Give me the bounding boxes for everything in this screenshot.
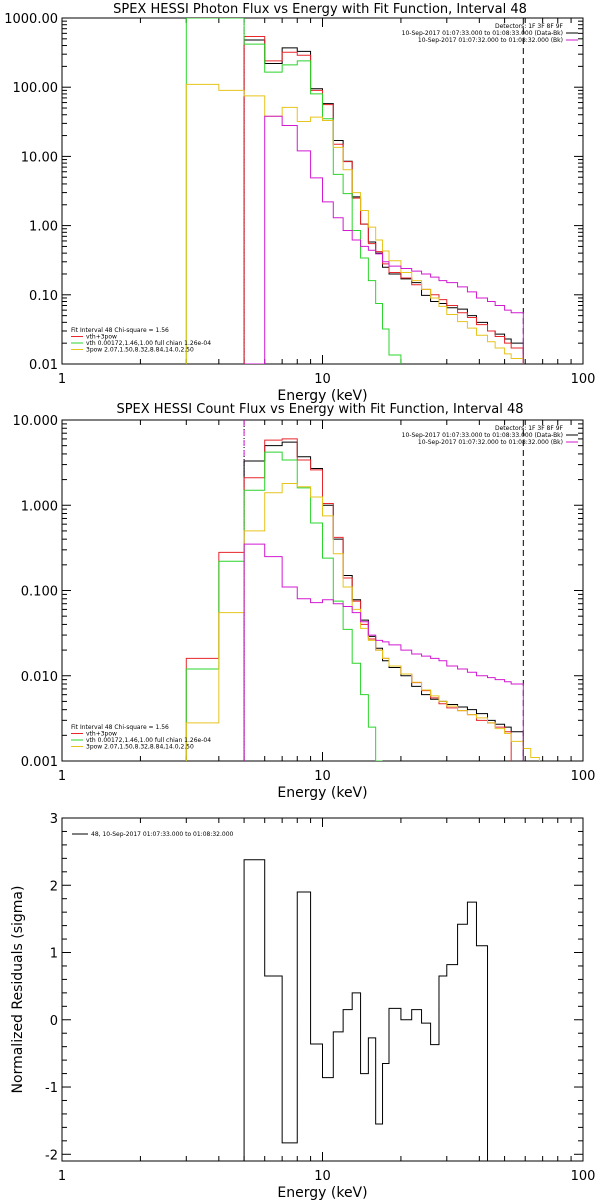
y-tick-label: 0.010 <box>21 670 58 685</box>
y-tick-label: 0.01 <box>29 358 58 373</box>
y-tick-label: 0.100 <box>21 585 58 600</box>
x-axis-label: Energy (keV) <box>277 1185 367 1200</box>
annotation-line: 10-Sep-2017 01:07:32.000 to 01:08:32.000… <box>418 37 563 44</box>
legend-entry: vth 0.00172,1.46,1.00 full chian 1.26e-0… <box>86 340 211 347</box>
annotation-header: Detectors: 1F 3F 8F 9F <box>495 23 564 30</box>
x-tick-labels: 1 10 100 <box>58 1169 596 1184</box>
detector-annotation: Detectors: 1F 3F 8F 9F 10-Sep-2017 01:07… <box>402 425 578 446</box>
series-line <box>243 441 524 761</box>
annotation-line: 10-Sep-2017 01:07:33.000 to 01:08:33.000… <box>402 432 563 439</box>
series-line <box>185 451 383 761</box>
x-tick-labels: 1 10 100 <box>58 372 596 387</box>
series-line <box>243 39 524 364</box>
y-tick-label: -1 <box>45 1081 58 1096</box>
legend: Fit Interval 48 Chi-square = 1.56 vth+3p… <box>71 327 211 354</box>
legend-header: Fit Interval 48 Chi-square = 1.56 <box>71 724 169 731</box>
y-tick-labels: 0.01 0.10 1.00 10.00 100.00 1000.00 <box>4 12 58 373</box>
series-line <box>185 438 512 761</box>
legend-entry: 3pow 2.07,1.50,8.32,8.84,14.0,2.50 <box>86 347 194 354</box>
series-line <box>185 18 402 364</box>
chart-title: SPEX HESSI Photon Flux vs Energy with Fi… <box>113 2 527 17</box>
series-line <box>244 115 524 364</box>
legend-entry: vth+3pow <box>86 334 117 341</box>
x-tick-label: 100 <box>571 769 596 784</box>
legend-entry: 48, 10-Sep-2017 01:07:33.000 to 01:08:32… <box>91 831 234 838</box>
y-tick-labels: 0.001 0.010 0.100 1.000 10.000 <box>13 414 59 770</box>
y-tick-label: 1000.00 <box>4 12 58 27</box>
x-tick-label: 10 <box>314 372 331 387</box>
x-tick-label: 10 <box>314 1169 331 1184</box>
y-tick-label: 10.00 <box>21 150 58 165</box>
y-tick-label: 2 <box>50 879 58 894</box>
x-tick-label: 10 <box>314 769 331 784</box>
legend-entry: vth 0.00172,1.46,1.00 full chian 1.26e-0… <box>86 737 211 744</box>
x-axis-label: Energy (keV) <box>277 388 367 404</box>
x-tick-label: 1 <box>58 769 66 784</box>
y-tick-label: 0.10 <box>29 289 58 304</box>
series-line <box>185 83 524 364</box>
plot-area <box>61 17 584 365</box>
plot-area <box>61 817 584 1162</box>
series-line <box>243 859 489 1161</box>
series-line <box>243 36 524 364</box>
x-tick-label: 100 <box>571 1169 596 1184</box>
axes-frame <box>61 817 584 1162</box>
chart-title: SPEX HESSI Count Flux vs Energy with Fit… <box>116 402 523 417</box>
y-tick-label: 3 <box>50 812 58 827</box>
series-line <box>185 482 540 761</box>
y-tick-label: 1 <box>50 947 58 962</box>
detector-annotation: Detectors: 1F 3F 8F 9F 10-Sep-2017 01:07… <box>402 23 578 44</box>
residuals-panel: 1 10 100 -2 -1 0 1 2 3 Energy (keV) Norm… <box>10 812 595 1200</box>
legend-entry: vth+3pow <box>86 731 117 738</box>
x-tick-labels: 1 10 100 <box>58 769 596 784</box>
y-tick-label: 0.001 <box>21 755 58 770</box>
count-flux-panel: SPEX HESSI Count Flux vs Energy with Fit… <box>13 402 596 801</box>
photon-flux-panel: SPEX HESSI Photon Flux vs Energy with Fi… <box>4 2 595 404</box>
legend: 48, 10-Sep-2017 01:07:33.000 to 01:08:32… <box>72 831 234 838</box>
legend-entry: 3pow 2.07,1.50,8.32,8.84,14.0,2.50 <box>86 744 194 751</box>
legend-header: Fit Interval 48 Chi-square = 1.56 <box>71 327 169 334</box>
annotation-line: 10-Sep-2017 01:07:33.000 to 01:08:33.000… <box>402 30 563 37</box>
x-tick-label: 100 <box>571 372 596 387</box>
series-line <box>243 543 524 761</box>
y-tick-label: 100.00 <box>13 81 59 96</box>
y-axis-label: Normalized Residuals (sigma) <box>10 886 26 1094</box>
legend: Fit Interval 48 Chi-square = 1.56 vth+3p… <box>71 724 211 751</box>
annotation-header: Detectors: 1F 3F 8F 9F <box>495 425 564 432</box>
annotation-line: 10-Sep-2017 01:07:32.000 to 01:08:32.000… <box>418 439 563 446</box>
y-tick-labels: -2 -1 0 1 2 3 <box>45 812 58 1163</box>
y-tick-label: -2 <box>45 1148 58 1163</box>
y-tick-label: 1.000 <box>21 499 58 514</box>
y-tick-label: 0 <box>50 1014 58 1029</box>
x-tick-label: 1 <box>58 1169 66 1184</box>
x-tick-label: 1 <box>58 372 66 387</box>
plot-area <box>61 419 584 762</box>
y-tick-label: 1.00 <box>29 220 58 235</box>
y-tick-label: 10.000 <box>13 414 59 429</box>
x-axis-label: Energy (keV) <box>277 785 367 801</box>
